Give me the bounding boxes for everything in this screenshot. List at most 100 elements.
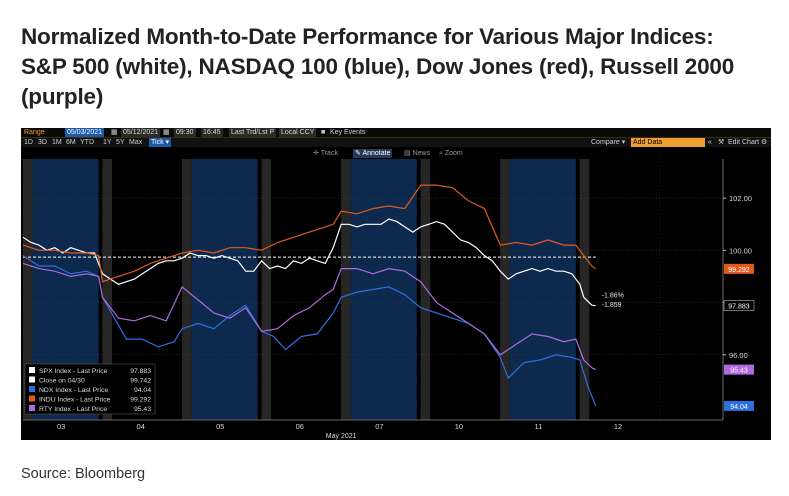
settings-gear-icon[interactable]: ⚙: [761, 139, 768, 146]
last-value-label: 95.43: [730, 368, 748, 375]
x-axis-label: May 2021: [326, 433, 357, 440]
period-1y[interactable]: 1Y: [103, 139, 112, 146]
x-tick-label: 10: [455, 422, 463, 431]
series-line-2: [22, 255, 597, 407]
period-1d[interactable]: 1D: [24, 139, 33, 146]
tick-select[interactable]: Tick ▾: [149, 138, 172, 147]
zoom-label: Zoom: [444, 150, 463, 157]
range-label: Range: [24, 129, 45, 136]
annotate-tool[interactable]: ✎ Annotate: [353, 149, 393, 158]
start-time-field[interactable]: 09:30: [174, 128, 196, 137]
start-date-field[interactable]: 05/03/2021: [65, 128, 105, 137]
collapse-icon[interactable]: «: [708, 139, 712, 146]
y-tick-label: 102.00: [729, 194, 752, 203]
track-label: Track: [320, 150, 338, 157]
chart-tools: ✛ Track ✎ Annotate ▤ News ⌕ Zoom: [21, 148, 771, 159]
series-line-4: [22, 262, 596, 371]
y-tick-label: 100.00: [729, 246, 752, 255]
legend-swatch: [29, 395, 35, 402]
session-shade: [430, 159, 497, 420]
legend-value: 99.292: [130, 397, 151, 404]
legend-value: 99.742: [130, 378, 151, 385]
x-tick-label: 04: [137, 422, 145, 431]
premarket-shade: [579, 159, 590, 420]
last-value-tag: [724, 364, 754, 375]
period-max[interactable]: Max: [129, 139, 143, 146]
price-field-select[interactable]: Last Trd/Lst P: [229, 128, 277, 137]
period-6m[interactable]: 6M: [66, 139, 76, 146]
end-time-field[interactable]: 16:45: [201, 128, 223, 137]
legend-value: 95.43: [134, 406, 151, 413]
track-icon: ✛: [313, 150, 319, 157]
period-1m[interactable]: 1M: [52, 139, 62, 146]
premarket-shade: [420, 159, 431, 420]
legend-swatch: [29, 405, 35, 411]
x-tick-label: 03: [57, 422, 65, 431]
last-value-tag: [723, 300, 755, 311]
legend-label: INDU Index - Last Price: [39, 397, 111, 404]
y-tick-label: 96.00: [729, 351, 748, 360]
period-toolbar: 1D 3D 1M 6M YTD 1Y 5Y Max Tick ▾ Compare…: [21, 138, 771, 147]
x-tick-label: 05: [216, 422, 224, 431]
legend-box: [24, 363, 156, 415]
news-icon: ▤: [404, 150, 411, 157]
annotate-icon: ✎: [355, 150, 361, 157]
key-events-checkbox[interactable]: ■: [321, 129, 326, 136]
premarket-shade: [500, 159, 510, 420]
period-5y[interactable]: 5Y: [116, 139, 125, 146]
premarket-shade: [182, 159, 192, 420]
legend-swatch: [29, 386, 35, 392]
edit-chart-icon[interactable]: ⚒: [718, 139, 725, 146]
end-date-field[interactable]: 05/12/2021: [121, 128, 161, 137]
x-tick-label: 11: [535, 422, 543, 431]
premarket-shade: [261, 159, 272, 420]
key-events-label: Key Events: [330, 129, 366, 136]
track-tool[interactable]: ✛ Track: [313, 149, 338, 158]
last-value-label: 97.883: [728, 304, 750, 311]
calendar-icon[interactable]: ▦: [163, 129, 170, 136]
x-tick-label: 12: [614, 422, 622, 431]
premarket-shade: [341, 159, 351, 420]
last-value-tag: [724, 263, 754, 274]
news-label: News: [412, 150, 431, 157]
edit-chart-label[interactable]: Edit Chart: [728, 139, 760, 146]
legend-label: NDX Index - Last Price: [39, 387, 108, 394]
news-tool[interactable]: ▤ News: [404, 149, 430, 158]
series-line-3: [22, 184, 597, 283]
legend-swatch: [29, 376, 35, 383]
x-tick-label: 07: [375, 422, 383, 431]
currency-select[interactable]: Local CCY: [279, 128, 317, 137]
legend-value: 94.04: [134, 387, 151, 394]
session-shade: [589, 159, 656, 420]
premarket-shade: [23, 159, 33, 420]
source-note: Source: Bloomberg: [21, 466, 146, 482]
add-data-field[interactable]: Add Data: [631, 138, 705, 147]
premarket-shade: [102, 159, 113, 420]
legend-value: 97.883: [130, 368, 151, 375]
session-shade: [350, 159, 417, 420]
annotate-label: Annotate: [362, 150, 391, 157]
legend-label: Close on 04/30: [39, 378, 85, 385]
session-shade: [191, 159, 258, 420]
bloomberg-terminal: Range 05/03/2021 ▦ 05/12/2021 ▦ 09:30 16…: [21, 128, 771, 440]
range-toolbar: Range 05/03/2021 ▦ 05/12/2021 ▦ 09:30 16…: [21, 128, 771, 138]
series-line-0: [22, 218, 596, 307]
compare-select[interactable]: Compare ▾: [591, 139, 626, 146]
legend-swatch: [29, 367, 35, 373]
legend-label: SPX Index - Last Price: [39, 368, 108, 375]
last-value-label: 94.04: [730, 404, 748, 411]
zoom-tool[interactable]: ⌕ Zoom: [439, 149, 463, 158]
x-tick-label: 06: [296, 422, 304, 431]
annotation-label: -1.859: [602, 302, 622, 309]
last-value-tag: [724, 400, 754, 411]
session-shade: [271, 159, 338, 420]
period-3d[interactable]: 3D: [38, 139, 47, 146]
calendar-icon[interactable]: ▦: [111, 129, 118, 136]
legend-label: RTY Index - Last Price: [39, 406, 107, 413]
headline: Normalized Month-to-Date Performance for…: [21, 24, 735, 109]
period-ytd[interactable]: YTD: [80, 139, 94, 146]
zoom-icon: ⌕: [439, 150, 443, 157]
session-shade: [509, 159, 576, 420]
tick-label: Tick: [151, 139, 164, 146]
compare-label: Compare: [591, 139, 620, 146]
